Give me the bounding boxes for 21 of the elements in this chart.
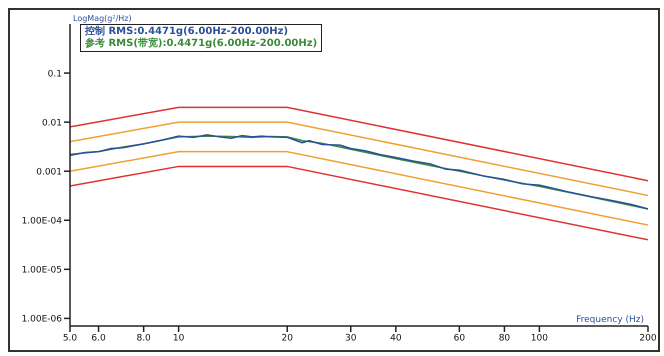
text: 参考 RMS(带宽):0.4471g(6.00Hz-200.00Hz) bbox=[85, 38, 318, 50]
x-axis-title: Frequency (Hz) bbox=[576, 315, 644, 325]
text: 控制 RMS:0.4471g(6.00Hz-200.00Hz) bbox=[85, 26, 290, 37]
y-tick-label: 0.1 bbox=[48, 69, 62, 80]
x-tick-label: 20 bbox=[281, 333, 294, 344]
y-tick-label: 1.00E-04 bbox=[22, 216, 62, 226]
x-tick-label: 8.0 bbox=[136, 333, 152, 344]
y-tick-label: 1.00E-06 bbox=[22, 314, 62, 325]
y-tick-label: 0.01 bbox=[42, 118, 62, 128]
y-tick-label: 1.00E-05 bbox=[22, 266, 62, 276]
x-tick-label: 100 bbox=[530, 333, 548, 344]
y-axis-title: LogMag(g²/Hz) bbox=[73, 14, 132, 23]
x-tick-label: 40 bbox=[390, 333, 402, 344]
x-tick-label: 60 bbox=[454, 333, 466, 344]
x-tick-label: 5.0 bbox=[62, 333, 78, 344]
x-tick-label: 30 bbox=[345, 333, 357, 344]
x-tick-label: 6.0 bbox=[91, 333, 106, 344]
x-tick-label: 10 bbox=[172, 333, 185, 344]
x-tick-label: 80 bbox=[498, 333, 510, 344]
y-tick-label: 0.001 bbox=[36, 167, 62, 178]
x-tick-label: 200 bbox=[639, 333, 657, 344]
